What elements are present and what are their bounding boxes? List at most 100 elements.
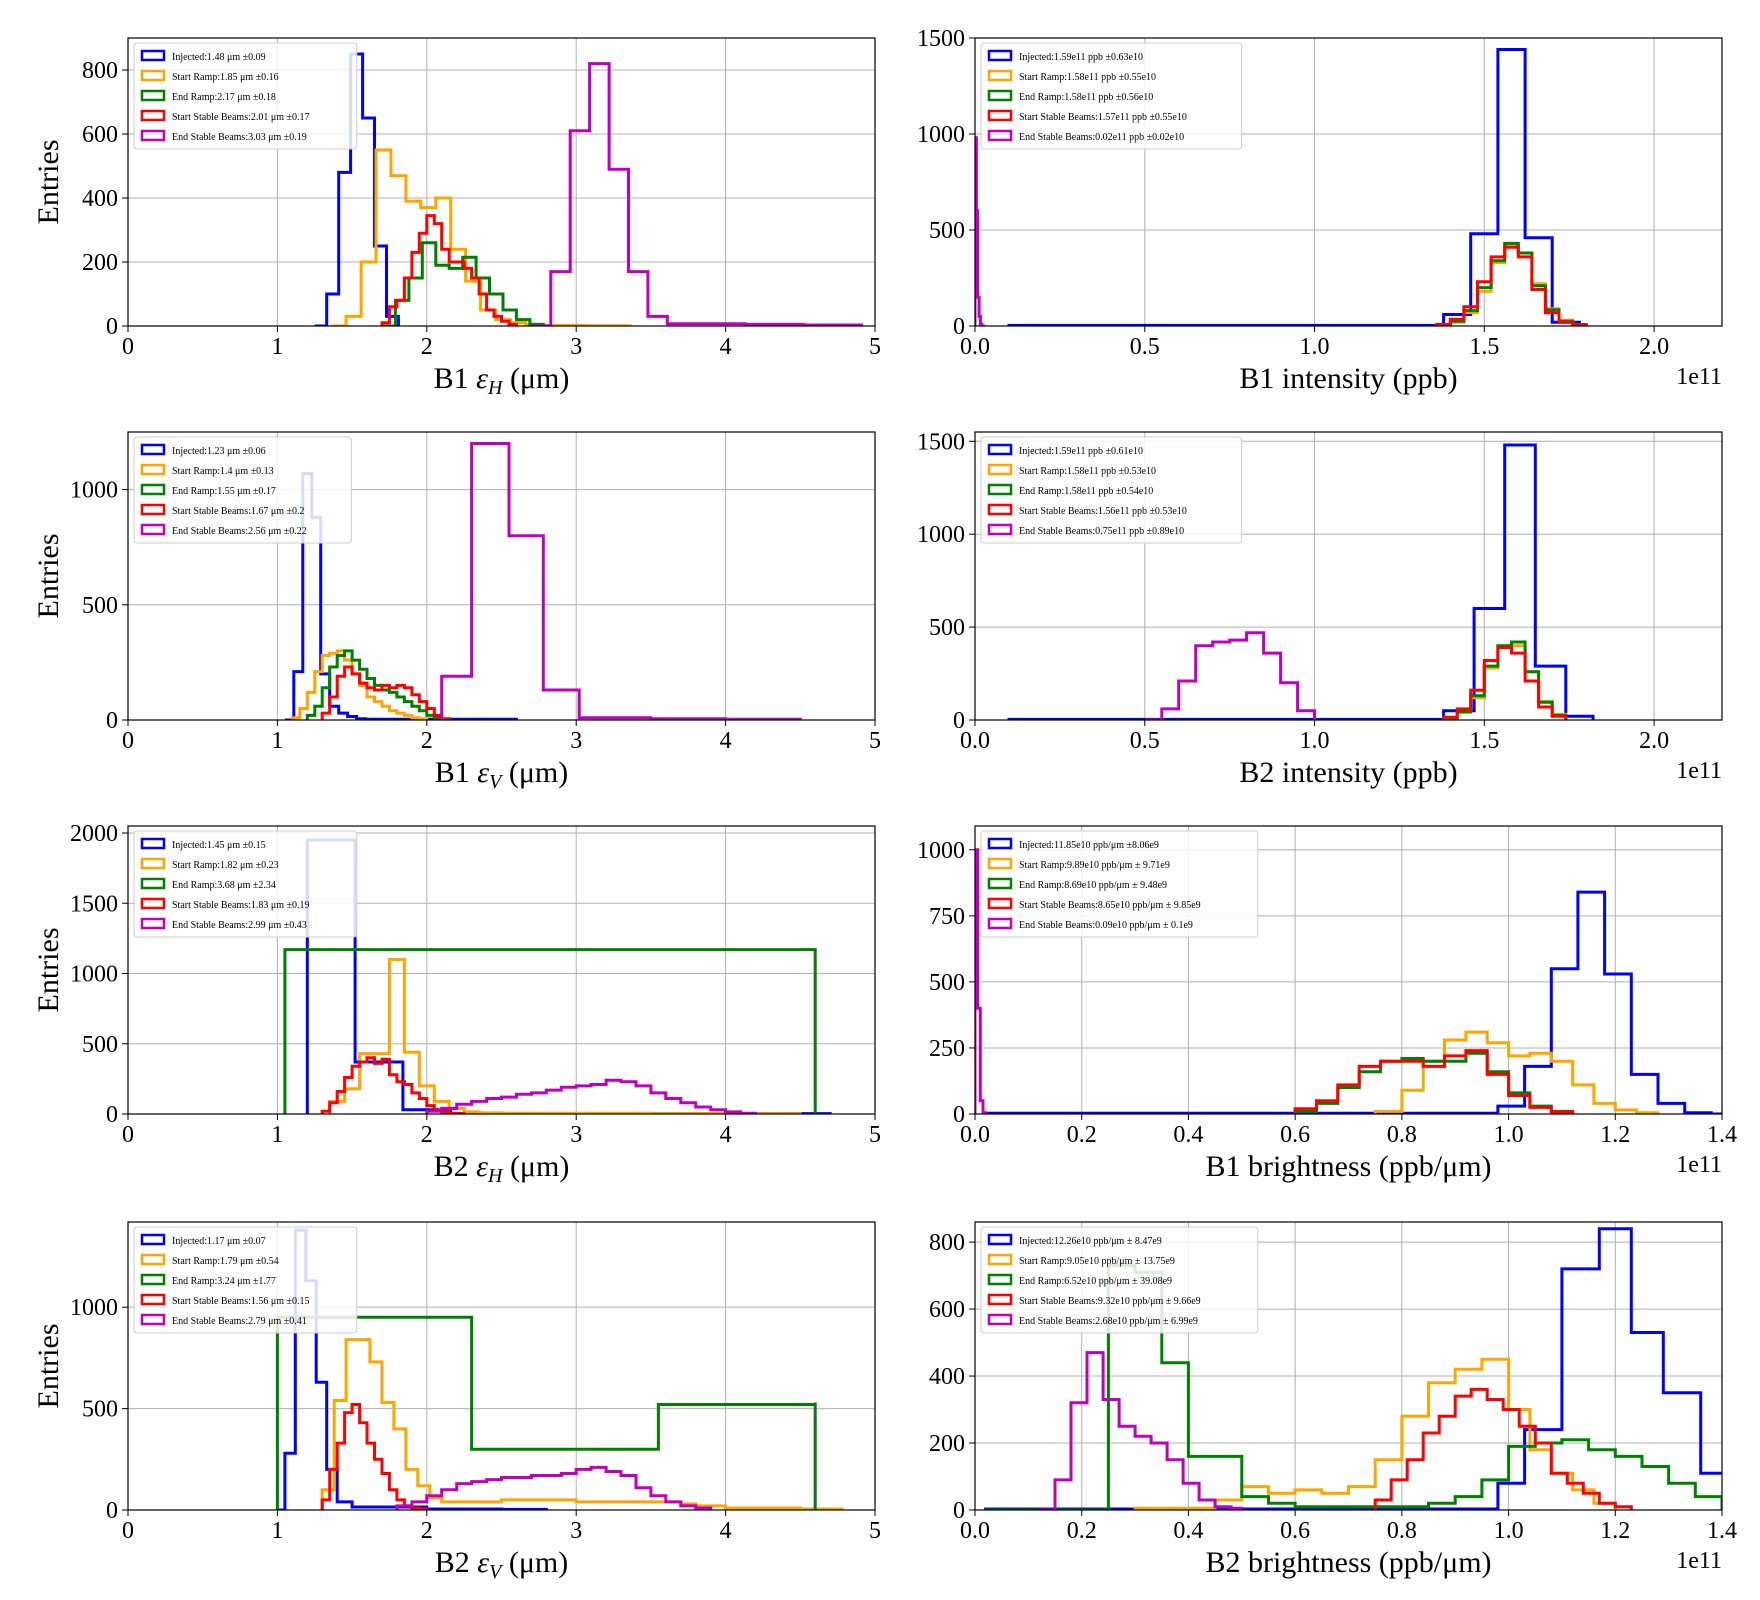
legend-entry: Start Ramp:1.79 μm ±0.54 <box>172 1256 279 1267</box>
x-tick-label: 1.4 <box>1707 1518 1737 1544</box>
legend-entry: Injected:1.45 μm ±0.15 <box>172 840 266 851</box>
legend-swatch <box>987 109 1013 122</box>
series-group <box>275 1228 844 1510</box>
legend-swatch <box>987 129 1013 142</box>
y-tick-label: 200 <box>82 250 118 276</box>
x-offset-label: 1e11 <box>1676 364 1722 390</box>
series-line-5 <box>1144 631 1316 720</box>
y-tick-label: 800 <box>929 1230 965 1256</box>
legend-swatch <box>140 463 166 476</box>
legend-entry: End Ramp:6.52e10 ppb/μm ± 39.08e9 <box>1019 1276 1172 1287</box>
x-tick-label: 0.5 <box>1130 728 1160 754</box>
legend-swatch <box>140 443 166 456</box>
legend-swatch <box>987 1273 1013 1286</box>
series-line-1 <box>314 52 400 326</box>
x-tick-label: 1.0 <box>1300 728 1330 754</box>
legend-entry: End Stable Beams:2.56 μm ±0.22 <box>172 526 307 537</box>
legend-entry: Start Ramp:1.82 μm ±0.23 <box>172 860 279 871</box>
chart-panel-6: 0.0 0.2 0.4 0.6 0.8 1.0 1.2 1.4 0 250 500 750 1000 B1… <box>917 825 1737 1183</box>
legend-entry: Start Ramp:1.58e11 ppb ±0.53e10 <box>1019 466 1156 477</box>
x-tick-label: 0.0 <box>960 728 990 754</box>
chart-panel-3: 0 1 2 3 4 5 0 500 1000 B1 εV (μm) Entries Injected:… <box>32 431 881 793</box>
y-tick-label: 1500 <box>917 429 965 455</box>
legend-entry: End Stable Beams:0.09e10 ppb/μm ± 0.1e9 <box>1019 920 1193 931</box>
x-tick-label: 4 <box>720 728 732 754</box>
y-tick-label: 0 <box>953 1498 965 1524</box>
legend-swatch <box>140 1233 166 1246</box>
legend-swatch <box>140 857 166 870</box>
x-tick-label: 0.4 <box>1173 1122 1203 1148</box>
x-axis-label: B1 εV (μm) <box>435 756 568 793</box>
y-tick-label: 1000 <box>70 478 118 504</box>
y-axis-label: Entries <box>32 1324 65 1409</box>
x-tick-label: 0 <box>122 1518 134 1544</box>
x-tick-label: 1.2 <box>1600 1518 1630 1544</box>
legend-swatch <box>987 1233 1013 1246</box>
y-tick-label: 200 <box>929 1431 965 1457</box>
y-tick-label: 250 <box>929 1036 965 1062</box>
x-axis-label: B1 intensity (ppb) <box>1239 362 1457 395</box>
legend-entry: End Stable Beams:3.03 μm ±0.19 <box>172 132 307 143</box>
legend-frame <box>980 1226 1259 1334</box>
legend-frame <box>980 42 1243 150</box>
legend-entry: Injected:1.23 μm ±0.06 <box>172 446 266 457</box>
legend-swatch <box>140 49 166 62</box>
legend-entry: Injected:1.17 μm ±0.07 <box>172 1236 266 1247</box>
y-tick-label: 0 <box>953 1102 965 1128</box>
series-line-2 <box>320 1338 844 1510</box>
series-line-5 <box>425 1078 757 1114</box>
legend-swatch <box>987 1253 1013 1266</box>
x-tick-label: 1 <box>271 1518 283 1544</box>
y-tick-label: 2000 <box>70 821 118 847</box>
x-tick-label: 5 <box>869 1122 881 1148</box>
series-line-4 <box>1442 646 1568 720</box>
y-axis-label: Entries <box>32 140 65 225</box>
legend-swatch <box>140 1313 166 1326</box>
legend-swatch <box>140 897 166 910</box>
legend-entry: Injected:11.85e10 ppb/μm ±8.06e9 <box>1019 840 1159 851</box>
legend-entry: Injected:1.59e11 ppb ±0.61e10 <box>1019 446 1143 457</box>
legend-swatch <box>987 523 1013 536</box>
y-tick-label: 0 <box>106 1498 118 1524</box>
x-tick-label: 5 <box>869 334 881 360</box>
legend: Injected:1.48 μm ±0.09 Start Ramp:1.85 μm… <box>133 42 358 150</box>
x-tick-label: 1.0 <box>1494 1122 1524 1148</box>
legend-swatch <box>140 1273 166 1286</box>
y-tick-label: 400 <box>929 1364 965 1390</box>
legend-frame <box>980 436 1243 544</box>
chart-panel-4: 0.0 0.5 1.0 1.5 2.0 0 500 1000 1500 B2 intensity … <box>917 429 1723 789</box>
x-axis-label: B2 brightness (ppb/μm) <box>1205 1546 1491 1579</box>
series-line-3 <box>1442 640 1568 720</box>
y-tick-label: 500 <box>929 970 965 996</box>
series-group <box>975 48 1588 326</box>
x-tick-label: 1 <box>271 334 283 360</box>
series-line-3 <box>275 1315 817 1510</box>
series-group <box>1007 443 1595 720</box>
y-tick-label: 1500 <box>917 26 965 52</box>
y-tick-label: 0 <box>106 1102 118 1128</box>
x-tick-label: 1.0 <box>1494 1518 1524 1544</box>
legend-entry: Start Ramp:1.58e11 ppb ±0.55e10 <box>1019 72 1156 83</box>
x-axis-label: B1 εH (μm) <box>434 362 570 399</box>
x-tick-label: 0 <box>122 334 134 360</box>
legend-swatch <box>140 1293 166 1306</box>
chart-panel-2: 0.0 0.5 1.0 1.5 2.0 0 500 1000 1500 B1 intensity … <box>917 26 1723 395</box>
legend-entry: Injected:12.26e10 ppb/μm ± 8.47e9 <box>1019 1236 1162 1247</box>
y-tick-label: 500 <box>82 1032 118 1058</box>
legend-frame <box>133 830 358 938</box>
series-line-5 <box>975 136 986 326</box>
legend-swatch <box>140 837 166 850</box>
legend-entry: Injected:1.59e11 ppb ±0.63e10 <box>1019 52 1143 63</box>
x-tick-label: 2.0 <box>1639 334 1669 360</box>
x-tick-label: 2 <box>421 728 433 754</box>
y-tick-label: 0 <box>953 314 965 340</box>
chart-panel-5: 0 1 2 3 4 5 0 500 1000 1500 2000 B2 εH (μm) Entries I… <box>32 821 881 1187</box>
legend-swatch <box>140 503 166 516</box>
legend-entry: Start Ramp:9.89e10 ppb/μm ± 9.71e9 <box>1019 860 1170 871</box>
x-tick-label: 0.8 <box>1387 1518 1417 1544</box>
y-tick-label: 1000 <box>917 838 965 864</box>
y-axis-label: Entries <box>32 534 65 619</box>
x-tick-label: 5 <box>869 1518 881 1544</box>
legend: Injected:1.17 μm ±0.07 Start Ramp:1.79 μm… <box>133 1226 358 1334</box>
